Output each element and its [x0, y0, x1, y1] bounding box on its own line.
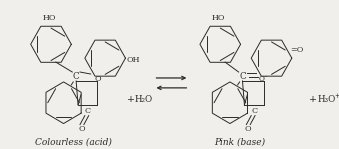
- Text: C: C: [251, 107, 257, 115]
- Text: C: C: [85, 107, 91, 115]
- Text: HO: HO: [42, 14, 56, 22]
- Text: +: +: [335, 93, 339, 99]
- Text: O: O: [94, 75, 101, 83]
- Text: =O: =O: [290, 46, 303, 54]
- Text: +: +: [127, 95, 135, 104]
- Text: O: O: [79, 125, 85, 134]
- Text: O⁻: O⁻: [259, 75, 268, 83]
- Text: +: +: [309, 95, 317, 104]
- Text: HO: HO: [212, 14, 225, 22]
- Text: Colourless (acid): Colourless (acid): [35, 138, 112, 147]
- Text: C: C: [73, 72, 80, 82]
- Text: O: O: [245, 125, 252, 134]
- Text: H₃O: H₃O: [318, 95, 336, 104]
- Text: H₂O: H₂O: [135, 95, 153, 104]
- Text: C: C: [239, 72, 246, 82]
- Text: OH: OH: [126, 56, 140, 64]
- Text: Pink (base): Pink (base): [214, 138, 265, 147]
